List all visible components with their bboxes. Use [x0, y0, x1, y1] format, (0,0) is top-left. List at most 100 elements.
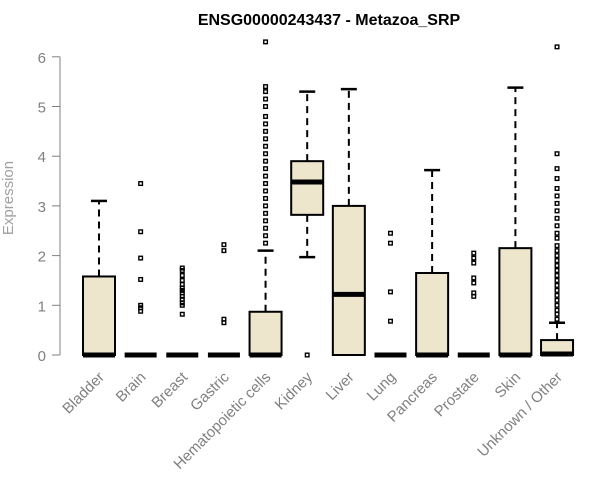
outlier-point — [554, 297, 560, 303]
x-category-label: Bladder — [59, 369, 108, 418]
outlier-point — [554, 282, 560, 288]
y-tick-label: 3 — [38, 199, 46, 216]
box-group — [374, 230, 407, 358]
outlier-point — [263, 113, 269, 119]
y-tick-label: 4 — [38, 149, 46, 166]
box-group — [415, 168, 450, 358]
box-group — [331, 87, 366, 356]
box-group — [248, 39, 283, 358]
outlier-point — [138, 276, 144, 282]
outlier-point — [554, 193, 560, 199]
outlier-point — [138, 181, 144, 187]
outlier-point — [221, 242, 227, 248]
outlier-point — [263, 136, 269, 142]
outlier-point — [387, 240, 393, 246]
outlier-point — [554, 272, 560, 278]
x-category-label: Kidney — [272, 368, 317, 413]
outlier-point — [554, 235, 560, 241]
outlier-point — [179, 277, 185, 283]
outlier-point — [554, 44, 560, 50]
outlier-point — [471, 290, 477, 296]
box-group — [82, 199, 116, 358]
outlier-point — [263, 240, 269, 246]
plot-area — [82, 39, 575, 358]
outlier-point — [387, 318, 393, 324]
outlier-point — [263, 128, 269, 134]
y-axis-label: Expression — [0, 161, 17, 235]
outlier-point — [263, 39, 269, 45]
outlier-point — [263, 151, 269, 157]
outlier-point — [554, 307, 560, 313]
y-tick-label: 0 — [38, 348, 46, 365]
outlier-point — [554, 166, 560, 172]
outlier-point — [554, 176, 560, 182]
y-tick-label: 5 — [38, 100, 46, 117]
outlier-point — [554, 287, 560, 293]
outlier-point — [138, 302, 144, 308]
outlier-point — [554, 277, 560, 283]
y-axis: 0 1 2 3 4 5 6 — [38, 50, 61, 365]
box-group — [498, 86, 533, 358]
outlier-point — [554, 316, 560, 322]
box-rect — [498, 247, 533, 357]
outlier-point — [304, 352, 310, 358]
y-tick-label: 6 — [38, 50, 46, 67]
x-category-label: Lung — [364, 369, 400, 405]
outlier-point — [554, 243, 560, 249]
box-group — [207, 242, 240, 358]
outlier-point — [263, 173, 269, 179]
outlier-point — [554, 223, 560, 229]
outlier-point — [554, 253, 560, 259]
outlier-point — [263, 181, 269, 187]
box-rect — [415, 271, 450, 356]
box-group — [457, 250, 490, 358]
outlier-point — [554, 263, 560, 269]
outlier-point — [263, 233, 269, 239]
outlier-point — [263, 218, 269, 224]
outlier-point — [263, 84, 269, 90]
outlier-point — [554, 215, 560, 221]
outlier-point — [554, 208, 560, 214]
outlier-point — [554, 200, 560, 206]
outlier-point — [471, 275, 477, 281]
outlier-point — [263, 225, 269, 231]
outlier-point — [554, 248, 560, 254]
outlier-point — [263, 103, 269, 109]
outlier-point — [471, 280, 477, 286]
box-group — [166, 265, 199, 358]
y-tick-label: 2 — [38, 249, 46, 266]
box-rect — [248, 310, 283, 356]
outlier-point — [179, 272, 185, 278]
outlier-point — [138, 255, 144, 261]
outlier-point — [387, 230, 393, 236]
box-rect — [82, 275, 116, 356]
x-category-label: Liver — [323, 369, 358, 404]
outlier-point — [221, 248, 227, 254]
outlier-point — [179, 281, 185, 287]
outlier-point — [263, 158, 269, 164]
x-category-label: Breast — [148, 368, 191, 411]
outlier-point — [554, 302, 560, 308]
box-group — [290, 90, 325, 358]
chart-title: ENSG00000243437 - Metazoa_SRP — [198, 12, 461, 29]
outlier-point — [471, 260, 477, 266]
outlier-point — [263, 210, 269, 216]
outlier-point — [471, 255, 477, 261]
outlier-point — [221, 316, 227, 322]
outlier-point — [263, 89, 269, 95]
outlier-point — [179, 265, 185, 271]
outlier-point — [263, 121, 269, 127]
outlier-point — [554, 268, 560, 274]
x-category-label: Prostate — [431, 369, 483, 421]
y-tick-label: 1 — [38, 298, 46, 315]
outlier-point — [138, 229, 144, 235]
outlier-point — [263, 188, 269, 194]
outlier-point — [263, 166, 269, 172]
outlier-point — [554, 186, 560, 192]
outlier-point — [554, 230, 560, 236]
outlier-point — [387, 289, 393, 295]
box-group — [540, 44, 575, 357]
x-category-label: Brain — [113, 369, 150, 406]
